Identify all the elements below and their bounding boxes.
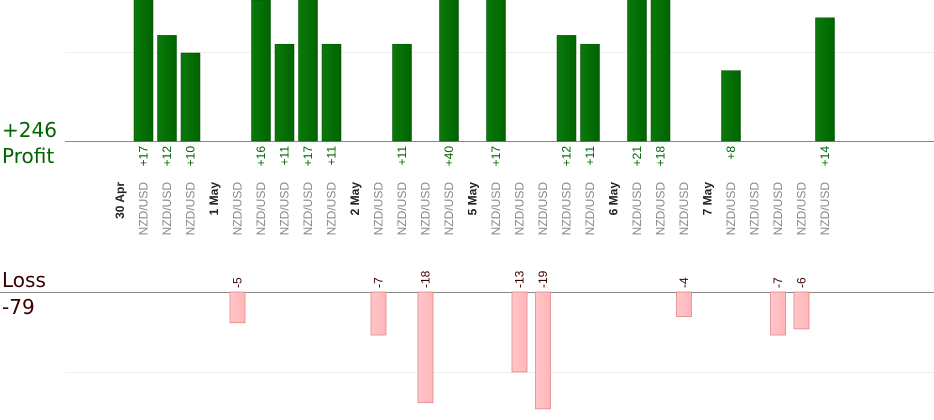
profit-bar [556, 35, 577, 142]
profit-bar [580, 43, 600, 142]
loss-value-label: -7 [372, 277, 386, 288]
date-label: 2 May [348, 182, 362, 216]
pair-label: NZD/USD [536, 182, 550, 236]
loss-value-label: -18 [419, 270, 433, 288]
profit-bar [180, 52, 201, 142]
pair-label: NZD/USD [513, 182, 527, 236]
pair-label: NZD/USD [560, 182, 574, 236]
date-label: 1 May [207, 182, 221, 216]
pair-label: NZD/USD [677, 182, 691, 236]
pair-label: NZD/USD [442, 182, 456, 236]
profit-bar [439, 0, 459, 142]
pair-label: NZD/USD [137, 182, 151, 236]
date-label: 30 Apr [113, 182, 127, 219]
pair-label: NZD/USD [231, 182, 245, 236]
pair-label: NZD/USD [771, 182, 785, 236]
profit-bar [650, 0, 671, 142]
loss-label: Loss [2, 268, 46, 292]
profit-bar [392, 43, 412, 142]
pair-label: NZD/USD [583, 182, 597, 236]
pair-label: NZD/USD [160, 182, 174, 236]
loss-bar [370, 291, 387, 336]
profit-bar [321, 43, 342, 142]
pair-label: NZD/USD [748, 182, 762, 236]
profit-value-label: +21 [630, 146, 644, 167]
pair-label: NZD/USD [301, 182, 315, 236]
profit-bar [251, 0, 271, 142]
profit-bar [486, 0, 506, 142]
profit-value-label: +12 [160, 146, 174, 167]
profit-value-label: +12 [560, 146, 574, 167]
loss-value-label: -19 [536, 270, 550, 288]
profit-bar [274, 43, 295, 142]
loss-value-label: -6 [795, 277, 809, 288]
loss-total: -79 [2, 295, 35, 319]
loss-value-label: -7 [771, 277, 785, 288]
profit-value-label: +11 [325, 146, 339, 166]
profit-value-label: +16 [254, 146, 268, 167]
profit-value-label: +8 [724, 146, 738, 160]
loss-bar [676, 291, 692, 318]
date-label: 7 May [701, 182, 715, 216]
pair-label: NZD/USD [372, 182, 386, 236]
pair-label: NZD/USD [818, 182, 832, 236]
profit-bar [627, 0, 647, 142]
profit-bar [721, 70, 741, 142]
date-label: 5 May [466, 182, 480, 216]
profit-value-label: +17 [137, 146, 151, 167]
pair-label: NZD/USD [654, 182, 668, 236]
pair-label: NZD/USD [795, 182, 809, 236]
loss-value-label: -5 [231, 277, 245, 288]
profit-value-label: +17 [489, 146, 503, 167]
loss-bar [511, 291, 528, 373]
profit-value-label: +17 [301, 146, 315, 167]
profit-bar [133, 0, 154, 142]
pair-label: NZD/USD [630, 182, 644, 236]
pair-label: NZD/USD [724, 182, 738, 236]
pair-label: NZD/USD [254, 182, 268, 236]
loss-value-label: -4 [677, 277, 691, 288]
pair-label: NZD/USD [395, 182, 409, 236]
profit-label: Profit [2, 144, 55, 168]
profit-value-label: +11 [583, 146, 597, 166]
profit-value-label: +40 [442, 146, 456, 167]
profit-bar [298, 0, 318, 142]
pair-label: NZD/USD [489, 182, 503, 236]
loss-bar [535, 291, 551, 410]
pair-label: NZD/USD [278, 182, 292, 236]
loss-bar [793, 291, 810, 330]
loss-bar [417, 291, 434, 404]
loss-value-label: -13 [513, 270, 527, 288]
pair-label: NZD/USD [325, 182, 339, 236]
profit-value-label: +11 [278, 146, 292, 166]
profit-value-label: +10 [184, 146, 198, 167]
date-label: 6 May [607, 182, 621, 216]
pair-label: NZD/USD [419, 182, 433, 236]
profit-value-label: +18 [654, 146, 668, 167]
loss-bar [770, 291, 786, 336]
profit-value-label: +14 [818, 146, 832, 167]
profit-value-label: +11 [395, 146, 409, 166]
profit-bar [157, 35, 177, 142]
loss-bar [229, 291, 246, 324]
profit-total: +246 [2, 118, 57, 142]
pair-label: NZD/USD [184, 182, 198, 236]
profit-bar [815, 17, 835, 142]
